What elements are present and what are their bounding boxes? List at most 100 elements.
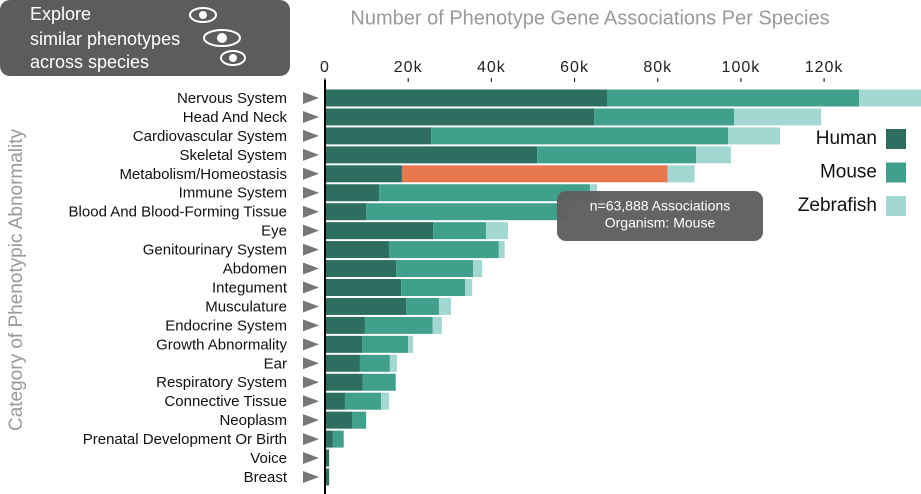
y-tick-label: Neoplasm bbox=[219, 412, 287, 429]
row-arrow[interactable] bbox=[303, 243, 319, 256]
row-arrow[interactable] bbox=[303, 452, 319, 465]
y-tick-label: Endocrine System bbox=[165, 317, 287, 334]
bar-segment[interactable] bbox=[362, 373, 396, 391]
y-tick-label: Metabolism/Homeostasis bbox=[119, 166, 287, 183]
row-arrow[interactable] bbox=[303, 148, 319, 161]
bar-segment[interactable] bbox=[406, 297, 439, 315]
row-arrow[interactable] bbox=[303, 376, 319, 389]
bar-segment[interactable] bbox=[401, 165, 668, 183]
bar-segment[interactable] bbox=[325, 89, 607, 107]
bar-segment[interactable] bbox=[325, 184, 380, 202]
y-tick-label: Respiratory System bbox=[156, 374, 287, 391]
bar-segment[interactable] bbox=[325, 222, 434, 240]
y-tick-label: Ear bbox=[264, 355, 287, 372]
row-arrow[interactable] bbox=[303, 205, 319, 218]
bar-segment[interactable] bbox=[332, 430, 344, 448]
y-tick-label: Integument bbox=[212, 279, 288, 296]
bar-segment[interactable] bbox=[396, 260, 474, 278]
bar-segment[interactable] bbox=[401, 279, 466, 296]
row-arrow[interactable] bbox=[303, 433, 319, 446]
bar-segment[interactable] bbox=[389, 241, 499, 259]
bar-segment[interactable] bbox=[362, 335, 409, 353]
bar-segment[interactable] bbox=[537, 146, 696, 164]
bar-segment[interactable] bbox=[325, 449, 330, 467]
bars bbox=[325, 89, 921, 486]
y-tick-label: Abdomen bbox=[223, 261, 287, 278]
row-arrow[interactable] bbox=[303, 471, 319, 483]
bar-segment[interactable] bbox=[389, 354, 397, 372]
bar-segment[interactable] bbox=[432, 316, 442, 334]
row-arrow[interactable] bbox=[303, 167, 319, 180]
explore-text: similar phenotypes bbox=[30, 29, 180, 49]
bar-segment[interactable] bbox=[381, 392, 390, 410]
y-tick-label: Connective Tissue bbox=[164, 393, 287, 410]
bar-segment[interactable] bbox=[359, 354, 390, 372]
bar-segment[interactable] bbox=[438, 297, 452, 315]
row-arrow[interactable] bbox=[303, 224, 319, 237]
bar-segment[interactable] bbox=[366, 203, 562, 221]
bar-segment[interactable] bbox=[325, 241, 390, 259]
row-arrow[interactable] bbox=[303, 414, 319, 427]
y-tick-label: Prenatal Development Or Birth bbox=[83, 431, 287, 448]
bar-segment[interactable] bbox=[473, 260, 483, 278]
row-arrow[interactable] bbox=[303, 281, 319, 294]
bar-segment[interactable] bbox=[325, 165, 402, 183]
chart-title: Number of Phenotype Gene Associations Pe… bbox=[350, 7, 829, 29]
bar-segment[interactable] bbox=[465, 279, 473, 296]
bar-segment[interactable] bbox=[325, 373, 363, 391]
y-tick-label: Skeletal System bbox=[179, 147, 287, 164]
bar-segment[interactable] bbox=[364, 316, 433, 334]
tooltip-text: Organism: Mouse bbox=[605, 215, 716, 231]
bar-segment[interactable] bbox=[728, 127, 781, 145]
bar-segment[interactable] bbox=[325, 316, 365, 334]
bar-segment[interactable] bbox=[325, 392, 345, 410]
bar-segment[interactable] bbox=[325, 260, 397, 278]
bar-segment[interactable] bbox=[594, 108, 735, 126]
row-arrow[interactable] bbox=[303, 110, 319, 123]
x-tick-label: 80k bbox=[643, 59, 672, 76]
bar-segment[interactable] bbox=[344, 392, 382, 410]
bar-segment[interactable] bbox=[485, 222, 509, 240]
bar-segment[interactable] bbox=[734, 108, 822, 126]
bar-segment[interactable] bbox=[325, 279, 402, 296]
x-tick-label: 40k bbox=[477, 59, 506, 76]
tooltip-text: n=63,888 Associations bbox=[590, 198, 731, 214]
bar-segment[interactable] bbox=[433, 222, 486, 240]
row-arrow[interactable] bbox=[303, 129, 319, 142]
bar-segment[interactable] bbox=[431, 127, 729, 145]
bar-segment[interactable] bbox=[325, 203, 367, 221]
explore-panel[interactable] bbox=[0, 0, 290, 76]
row-arrow[interactable] bbox=[303, 262, 319, 275]
row-arrow[interactable] bbox=[303, 186, 319, 199]
explore-text: across species bbox=[30, 52, 149, 72]
bar-segment[interactable] bbox=[325, 127, 432, 145]
row-arrow[interactable] bbox=[303, 338, 319, 351]
x-tick-label: 60k bbox=[560, 59, 589, 76]
bar-segment[interactable] bbox=[325, 146, 538, 164]
row-arrow[interactable] bbox=[303, 92, 319, 104]
row-arrow[interactable] bbox=[303, 319, 319, 332]
bar-segment[interactable] bbox=[352, 411, 367, 429]
bar-segment[interactable] bbox=[325, 108, 595, 126]
bar-segment[interactable] bbox=[695, 146, 731, 164]
x-tick-label: 120k bbox=[805, 59, 844, 76]
bar-segment[interactable] bbox=[325, 411, 353, 429]
bar-segment[interactable] bbox=[325, 297, 407, 315]
row-arrow[interactable] bbox=[303, 395, 319, 408]
y-tick-label: Head And Neck bbox=[183, 109, 288, 126]
bar-segment[interactable] bbox=[325, 354, 360, 372]
row-arrow[interactable] bbox=[303, 300, 319, 313]
y-tick-label: Cardiovascular System bbox=[133, 128, 287, 145]
bar-segment[interactable] bbox=[325, 430, 333, 448]
row-arrow[interactable] bbox=[303, 357, 319, 370]
y-tick-label: Eye bbox=[261, 223, 287, 240]
legend-label: Zebrafish bbox=[798, 195, 877, 216]
bar-segment[interactable] bbox=[325, 335, 363, 353]
bar-segment[interactable] bbox=[325, 468, 330, 486]
bar-segment[interactable] bbox=[859, 89, 921, 107]
bar-segment[interactable] bbox=[667, 165, 695, 183]
bar-segment[interactable] bbox=[408, 335, 414, 353]
bar-segment[interactable] bbox=[498, 241, 505, 259]
bar-segment[interactable] bbox=[379, 184, 590, 202]
bar-segment[interactable] bbox=[606, 89, 860, 107]
